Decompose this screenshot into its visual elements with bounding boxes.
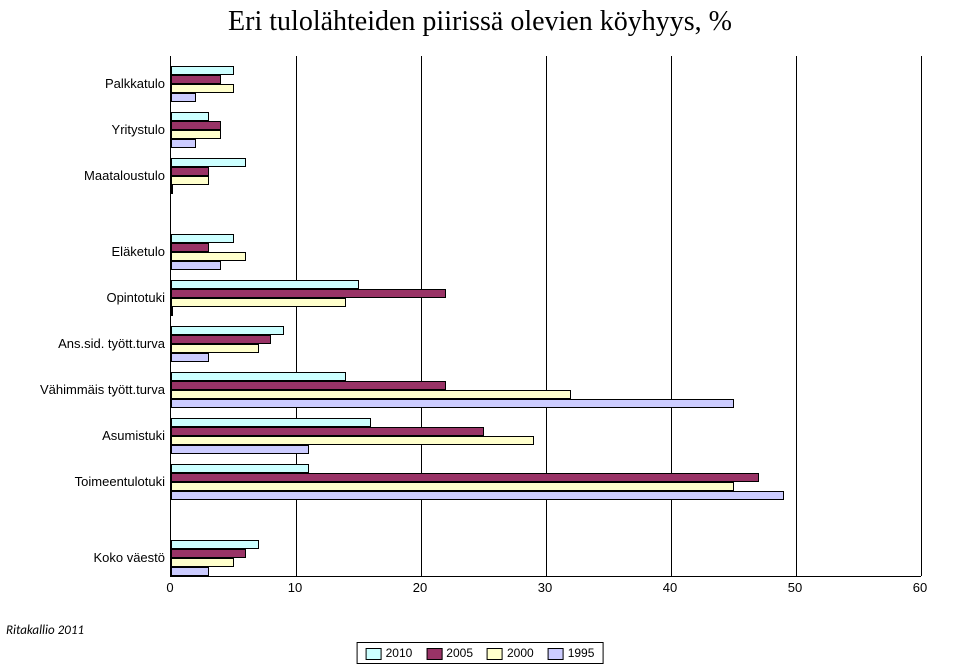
x-tick-label: 10 xyxy=(288,576,302,595)
bar xyxy=(171,243,209,252)
chart-container: 0102030405060 PalkkatuloYritystuloMaatal… xyxy=(40,56,940,616)
bar xyxy=(171,567,209,576)
legend-item: 2010 xyxy=(366,646,413,660)
bar xyxy=(171,326,284,335)
bar xyxy=(171,84,234,93)
bar xyxy=(171,558,234,567)
bar xyxy=(171,252,246,261)
legend-label: 1995 xyxy=(568,646,595,660)
legend-label: 2000 xyxy=(507,646,534,660)
bar xyxy=(171,307,173,316)
category-label: Palkkatulo xyxy=(35,76,165,91)
bar xyxy=(171,491,784,500)
category-label: Vähimmäis tyött.turva xyxy=(35,382,165,397)
bar xyxy=(171,167,209,176)
bar xyxy=(171,121,221,130)
legend-item: 2005 xyxy=(426,646,473,660)
x-tick-label: 50 xyxy=(788,576,802,595)
legend: 2010 2005 2000 1995 xyxy=(357,642,604,664)
legend-swatch xyxy=(426,648,442,660)
legend-item: 2000 xyxy=(487,646,534,660)
bar xyxy=(171,353,209,362)
bar xyxy=(171,464,309,473)
plot-area xyxy=(170,56,921,577)
bar xyxy=(171,399,734,408)
category-label: Opintotuki xyxy=(35,290,165,305)
x-tick-label: 0 xyxy=(166,576,173,595)
gridline xyxy=(796,56,797,576)
x-tick-label: 30 xyxy=(538,576,552,595)
bar xyxy=(171,390,571,399)
legend-swatch xyxy=(548,648,564,660)
bar xyxy=(171,335,271,344)
legend-item: 1995 xyxy=(548,646,595,660)
bar xyxy=(171,130,221,139)
category-label: Eläketulo xyxy=(35,244,165,259)
bar xyxy=(171,75,221,84)
x-axis: 0102030405060 xyxy=(170,576,920,606)
bar xyxy=(171,93,196,102)
bar xyxy=(171,482,734,491)
bar xyxy=(171,418,371,427)
bar xyxy=(171,540,259,549)
category-label: Asumistuki xyxy=(35,428,165,443)
bar xyxy=(171,381,446,390)
bar xyxy=(171,436,534,445)
bar xyxy=(171,176,209,185)
bar xyxy=(171,112,209,121)
legend-swatch xyxy=(366,648,382,660)
bar xyxy=(171,344,259,353)
gridline xyxy=(921,56,922,576)
bar xyxy=(171,549,246,558)
legend-swatch xyxy=(487,648,503,660)
bar xyxy=(171,185,173,194)
bar xyxy=(171,473,759,482)
category-label: Koko väestö xyxy=(35,550,165,565)
legend-label: 2005 xyxy=(446,646,473,660)
legend-label: 2010 xyxy=(386,646,413,660)
source-label: Ritakallio 2011 xyxy=(6,623,84,638)
bar xyxy=(171,372,346,381)
bar xyxy=(171,158,246,167)
bar xyxy=(171,66,234,75)
bar xyxy=(171,289,446,298)
bar xyxy=(171,261,221,270)
chart-title: Eri tulolähteiden piirissä olevien köyhy… xyxy=(0,6,960,38)
x-tick-label: 20 xyxy=(413,576,427,595)
bar xyxy=(171,139,196,148)
category-label: Maataloustulo xyxy=(35,168,165,183)
bar xyxy=(171,234,234,243)
category-label: Ans.sid. tyött.turva xyxy=(35,336,165,351)
x-tick-label: 60 xyxy=(913,576,927,595)
bar xyxy=(171,298,346,307)
bar xyxy=(171,445,309,454)
category-label: Toimeentulotuki xyxy=(35,474,165,489)
x-tick-label: 40 xyxy=(663,576,677,595)
bar xyxy=(171,280,359,289)
bar xyxy=(171,427,484,436)
category-label: Yritystulo xyxy=(35,122,165,137)
